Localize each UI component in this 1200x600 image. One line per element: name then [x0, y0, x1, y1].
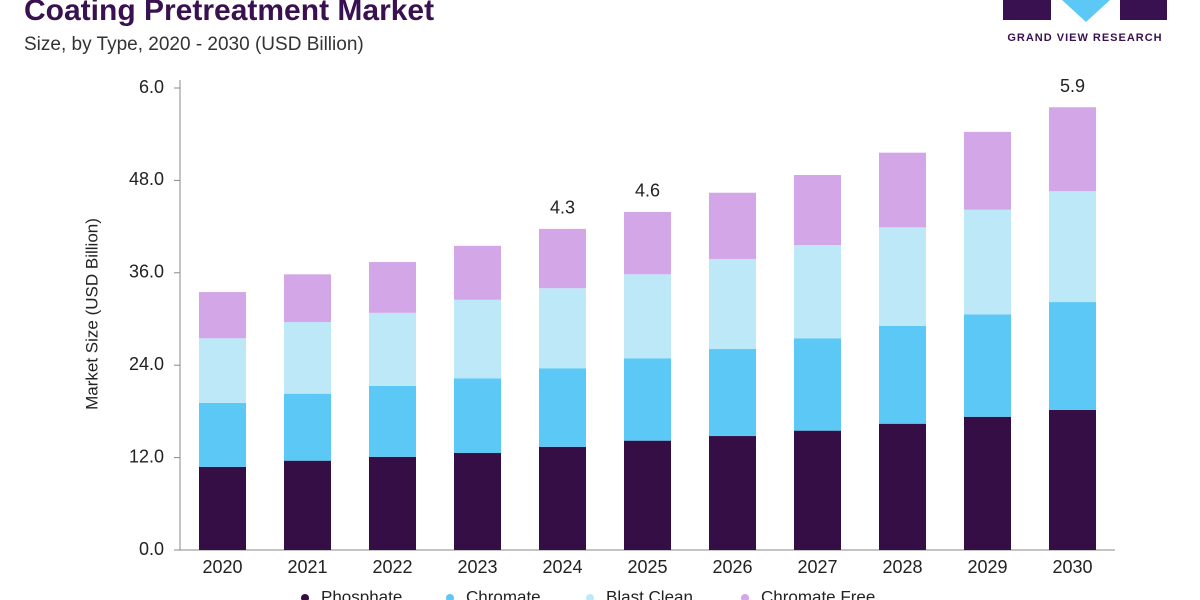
bar-segment — [709, 349, 756, 437]
bar-segment — [964, 314, 1011, 417]
bar-segment — [879, 325, 926, 424]
y-tick-label: 0.0 — [139, 539, 164, 559]
brand: GRAND VIEW RESEARCH — [1007, 32, 1162, 44]
bar-segment — [879, 227, 926, 326]
bar-segment — [1049, 302, 1096, 410]
legend-label: Chromate — [466, 587, 541, 600]
legend-label: Phosphate — [321, 587, 402, 600]
x-tick-label: 2026 — [712, 557, 752, 577]
bar-segment — [369, 312, 416, 386]
x-tick-label: 2025 — [627, 557, 667, 577]
bar-segment — [284, 274, 331, 323]
bar-segment — [199, 338, 246, 403]
bar-segment — [964, 416, 1011, 550]
y-tick-label: 36.0 — [129, 262, 164, 282]
bar-segment — [879, 423, 926, 550]
x-tick-label: 2027 — [797, 557, 837, 577]
y-tick-label: 6.0 — [139, 77, 164, 97]
bar-segment — [199, 292, 246, 339]
chart-title: Coating Pretreatment Market — [24, 0, 434, 27]
bar-segment — [709, 258, 756, 350]
bar-segment — [1049, 191, 1096, 303]
bar-segment — [794, 430, 841, 550]
legend-label: Blast Clean — [606, 587, 693, 600]
logo-block — [1062, 0, 1110, 22]
total-label: 4.3 — [550, 198, 575, 218]
y-axis-label: Market Size (USD Billion) — [82, 218, 101, 410]
total-label: 4.6 — [635, 181, 660, 201]
x-tick-label: 2020 — [202, 557, 242, 577]
bar-segment — [369, 262, 416, 313]
x-tick-label: 2022 — [372, 557, 412, 577]
y-tick-label: 12.0 — [129, 446, 164, 466]
bar-segment — [1049, 107, 1096, 192]
bar-segment — [284, 322, 331, 394]
bar-segment — [539, 368, 586, 447]
logo-block — [1003, 0, 1051, 20]
bar-segment — [964, 131, 1011, 210]
logo: GRAND VIEW RESEARCH — [1003, 0, 1167, 44]
bar-segment — [454, 378, 501, 453]
bar-segment — [624, 358, 671, 441]
bar-segment — [624, 274, 671, 359]
bar-segment — [454, 452, 501, 550]
y-tick-label: 24.0 — [129, 354, 164, 374]
bar-segment — [539, 228, 586, 289]
bar-segment — [879, 152, 926, 228]
bar-segment — [199, 402, 246, 467]
bar-segment — [624, 211, 671, 275]
y-tick-label: 48.0 — [129, 169, 164, 189]
total-label: 5.9 — [1060, 76, 1085, 96]
bar-segment — [284, 460, 331, 550]
bar-segment — [539, 288, 586, 369]
x-tick-label: 2029 — [967, 557, 1007, 577]
legend-swatch — [446, 594, 454, 600]
bar-segment — [709, 192, 756, 259]
x-tick-label: 2028 — [882, 557, 922, 577]
bar-segment — [794, 245, 841, 339]
x-tick-label: 2030 — [1052, 557, 1092, 577]
bar-segment — [1049, 409, 1096, 550]
x-tick-label: 2023 — [457, 557, 497, 577]
logo-block — [1120, 0, 1167, 20]
bar-segment — [369, 456, 416, 550]
legend-label: Chromate Free — [761, 587, 875, 600]
bar-segment — [539, 446, 586, 550]
legend-swatch — [741, 594, 749, 600]
bar-segment — [454, 245, 501, 300]
x-tick-label: 2024 — [542, 557, 582, 577]
bar-segment — [369, 385, 416, 457]
bar-segment — [794, 338, 841, 431]
legend-swatch — [586, 594, 594, 600]
chart-subtitle: Size, by Type, 2020 - 2030 (USD Billion) — [24, 34, 364, 55]
bar-segment — [454, 299, 501, 379]
bar-segment — [199, 466, 246, 550]
bar-segment — [624, 440, 671, 550]
bar-segment — [794, 175, 841, 246]
bar-segment — [709, 436, 756, 550]
bar-segment — [964, 209, 1011, 315]
bar-segment — [284, 393, 331, 461]
x-tick-label: 2021 — [287, 557, 327, 577]
legend-swatch — [301, 594, 309, 600]
